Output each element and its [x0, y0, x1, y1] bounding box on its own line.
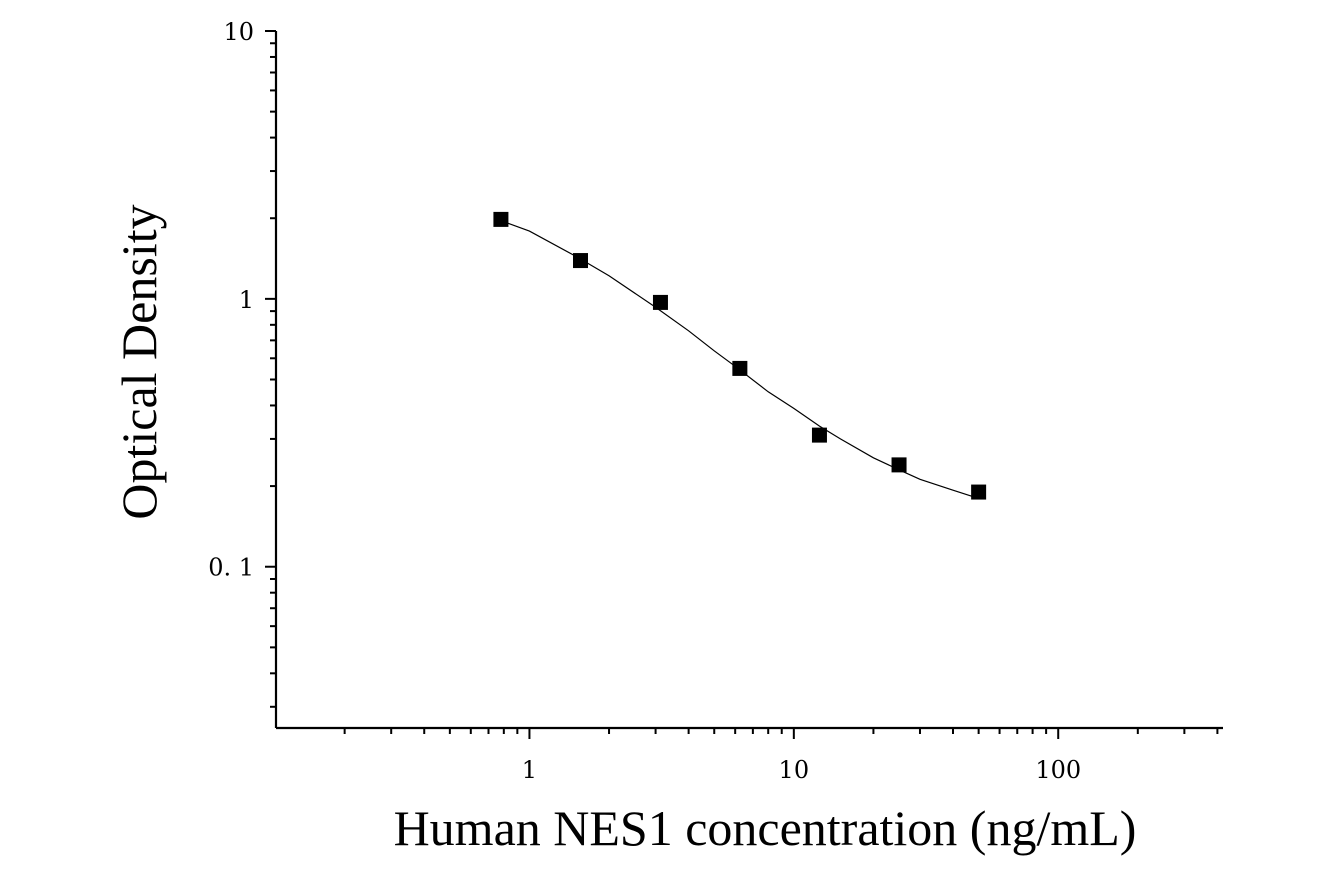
- y-tick-labels: 0. 1 1 10: [208, 18, 254, 582]
- axes: [274, 31, 1223, 730]
- y-tick-label: 1: [239, 286, 254, 314]
- y-ticks: [265, 30, 276, 708]
- data-point-marker: [652, 294, 668, 310]
- x-tick-label: 1: [522, 756, 537, 784]
- y-tick-label: 10: [223, 18, 254, 46]
- data-point-marker: [493, 211, 509, 227]
- data-point-marker: [573, 253, 589, 269]
- data-point-marker: [971, 484, 987, 500]
- y-tick-label: 0. 1: [208, 554, 254, 582]
- x-axis-title: Human NES1 concentration (ng/mL): [394, 800, 1137, 856]
- x-tick-label: 10: [779, 756, 810, 784]
- data-point-marker: [732, 360, 748, 376]
- x-tick-label: 100: [1035, 756, 1081, 784]
- data-point-marker: [811, 427, 827, 443]
- fit-curve: [500, 220, 979, 499]
- data-markers: [493, 211, 987, 500]
- x-ticks: [343, 728, 1219, 739]
- y-axis-title: Optical Density: [111, 204, 167, 519]
- data-point-marker: [891, 457, 907, 473]
- x-tick-labels: 1 10 100: [522, 756, 1081, 784]
